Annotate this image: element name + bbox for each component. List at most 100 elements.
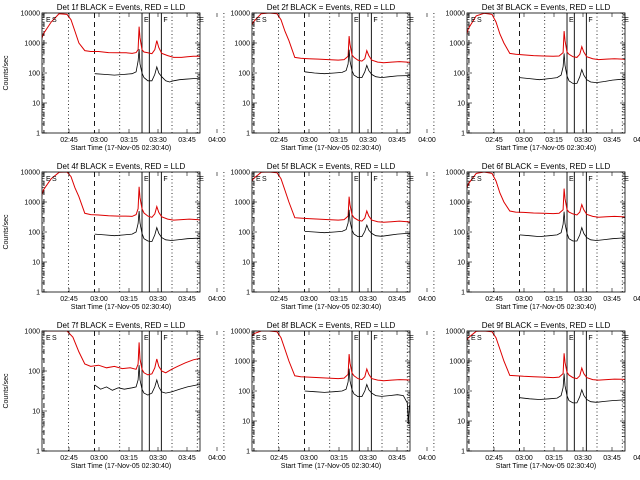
panel-title: Det 9f BLACK = Events, RED = LLD <box>482 321 611 330</box>
corner-letter: E <box>569 335 574 342</box>
corner-letter: E <box>354 17 359 24</box>
y-tick-label: 1 <box>246 449 250 456</box>
corner-letter: S <box>262 335 267 342</box>
y-tick-label: 100 <box>28 369 40 376</box>
x-tick-label: 03:00 <box>515 296 533 303</box>
corner-letter: E <box>199 335 204 342</box>
y-axis-label: Counts/sec <box>3 214 10 250</box>
y-tick-label: 1000 <box>24 41 40 48</box>
y-tick-label: 10 <box>32 409 40 416</box>
corner-letter: F <box>588 335 592 342</box>
corner-letter: E <box>409 176 414 183</box>
x-tick-label: 03:45 <box>388 137 406 144</box>
series-events-line <box>94 365 200 396</box>
x-tick-label: 02:45 <box>60 296 78 303</box>
y-tick-label: 10000 <box>21 170 41 177</box>
corner-letter: S <box>52 176 57 183</box>
series-lld-line <box>42 331 200 376</box>
corner-letter: E <box>354 176 359 183</box>
corner-letter: E <box>46 335 51 342</box>
x-tick-label: 02:45 <box>60 137 78 144</box>
x-tick-label: 03:15 <box>545 137 563 144</box>
corner-letter: S <box>262 176 267 183</box>
y-tick-label: 10 <box>242 419 250 426</box>
x-tick-label: 03:45 <box>388 455 406 462</box>
series-events-line <box>94 210 200 243</box>
x-axis-label: Start Time (17-Nov-05 02:30:40) <box>281 145 381 152</box>
x-tick-label: 03:45 <box>603 137 621 144</box>
y-tick-label: 100 <box>28 71 40 78</box>
corner-letter: F <box>163 176 167 183</box>
y-tick-label: 10 <box>457 101 465 108</box>
plot-frame <box>41 12 201 134</box>
x-tick-label: 03:15 <box>120 455 138 462</box>
x-tick-label: 03:30 <box>149 455 167 462</box>
corner-letter: S <box>477 176 482 183</box>
x-tick-label: 03:00 <box>300 455 318 462</box>
corner-letter: E <box>354 335 359 342</box>
y-tick-label: 10000 <box>21 11 41 18</box>
plot-frame <box>466 330 626 452</box>
panel-title: Det 5f BLACK = Events, RED = LLD <box>267 162 396 171</box>
corner-letter: E <box>199 17 204 24</box>
x-tick-label: 03:15 <box>120 137 138 144</box>
plot-frame <box>251 330 411 452</box>
x-tick-label: 02:45 <box>485 296 503 303</box>
series-lld-line <box>252 331 410 382</box>
y-tick-label: 10 <box>242 101 250 108</box>
y-tick-label: 1000 <box>24 329 40 336</box>
x-tick-label: 02:45 <box>60 455 78 462</box>
corner-letter: S <box>52 335 57 342</box>
y-tick-label: 10 <box>32 101 40 108</box>
corner-letter: F <box>588 17 592 24</box>
corner-letter: F <box>373 176 377 183</box>
corner-letter: E <box>256 176 261 183</box>
y-axis-label: Counts/sec <box>3 373 10 409</box>
y-tick-label: 100 <box>453 71 465 78</box>
x-tick-label: 03:30 <box>359 455 377 462</box>
y-tick-label: 10 <box>32 260 40 267</box>
y-tick-label: 10000 <box>446 11 466 18</box>
panel-title: Det 8f BLACK = Events, RED = LLD <box>267 321 396 330</box>
y-tick-label: 100 <box>238 389 250 396</box>
y-tick-label: 10 <box>457 419 465 426</box>
corner-letter: F <box>588 176 592 183</box>
x-tick-label: 03:15 <box>330 137 348 144</box>
x-tick-label: 03:45 <box>603 455 621 462</box>
y-tick-label: 1000 <box>234 359 250 366</box>
panel-title: Det 2f BLACK = Events, RED = LLD <box>267 3 396 12</box>
x-tick-label: 03:15 <box>330 296 348 303</box>
corner-letter: E <box>46 17 51 24</box>
series-events-line <box>304 368 410 424</box>
x-axis-label: Start Time (17-Nov-05 02:30:40) <box>496 304 596 311</box>
x-tick-label: 03:45 <box>178 296 196 303</box>
x-tick-label: 04:00 <box>633 455 640 462</box>
x-tick-label: 03:00 <box>515 137 533 144</box>
y-tick-label: 10000 <box>231 11 251 18</box>
x-tick-label: 03:00 <box>300 137 318 144</box>
corner-letter: E <box>144 335 149 342</box>
panel-title: Det 4f BLACK = Events, RED = LLD <box>57 162 186 171</box>
x-axis-label: Start Time (17-Nov-05 02:30:40) <box>71 304 171 311</box>
x-tick-label: 04:00 <box>208 137 226 144</box>
y-tick-label: 1 <box>246 131 250 138</box>
x-axis-label: Start Time (17-Nov-05 02:30:40) <box>496 463 596 470</box>
x-tick-label: 03:00 <box>90 296 108 303</box>
series-lld-line <box>252 13 410 64</box>
x-tick-label: 03:30 <box>574 137 592 144</box>
y-tick-label: 1000 <box>24 200 40 207</box>
y-tick-label: 1 <box>461 449 465 456</box>
x-tick-label: 04:00 <box>418 137 436 144</box>
y-tick-label: 10 <box>242 260 250 267</box>
series-events-line <box>519 373 625 404</box>
x-tick-label: 03:00 <box>90 455 108 462</box>
y-tick-label: 10 <box>457 260 465 267</box>
x-axis-label: Start Time (17-Nov-05 02:30:40) <box>71 145 171 152</box>
y-tick-label: 1000 <box>234 200 250 207</box>
y-axis-label: Counts/sec <box>3 55 10 91</box>
corner-letter: F <box>373 335 377 342</box>
x-tick-label: 03:30 <box>149 137 167 144</box>
y-tick-label: 100 <box>453 389 465 396</box>
